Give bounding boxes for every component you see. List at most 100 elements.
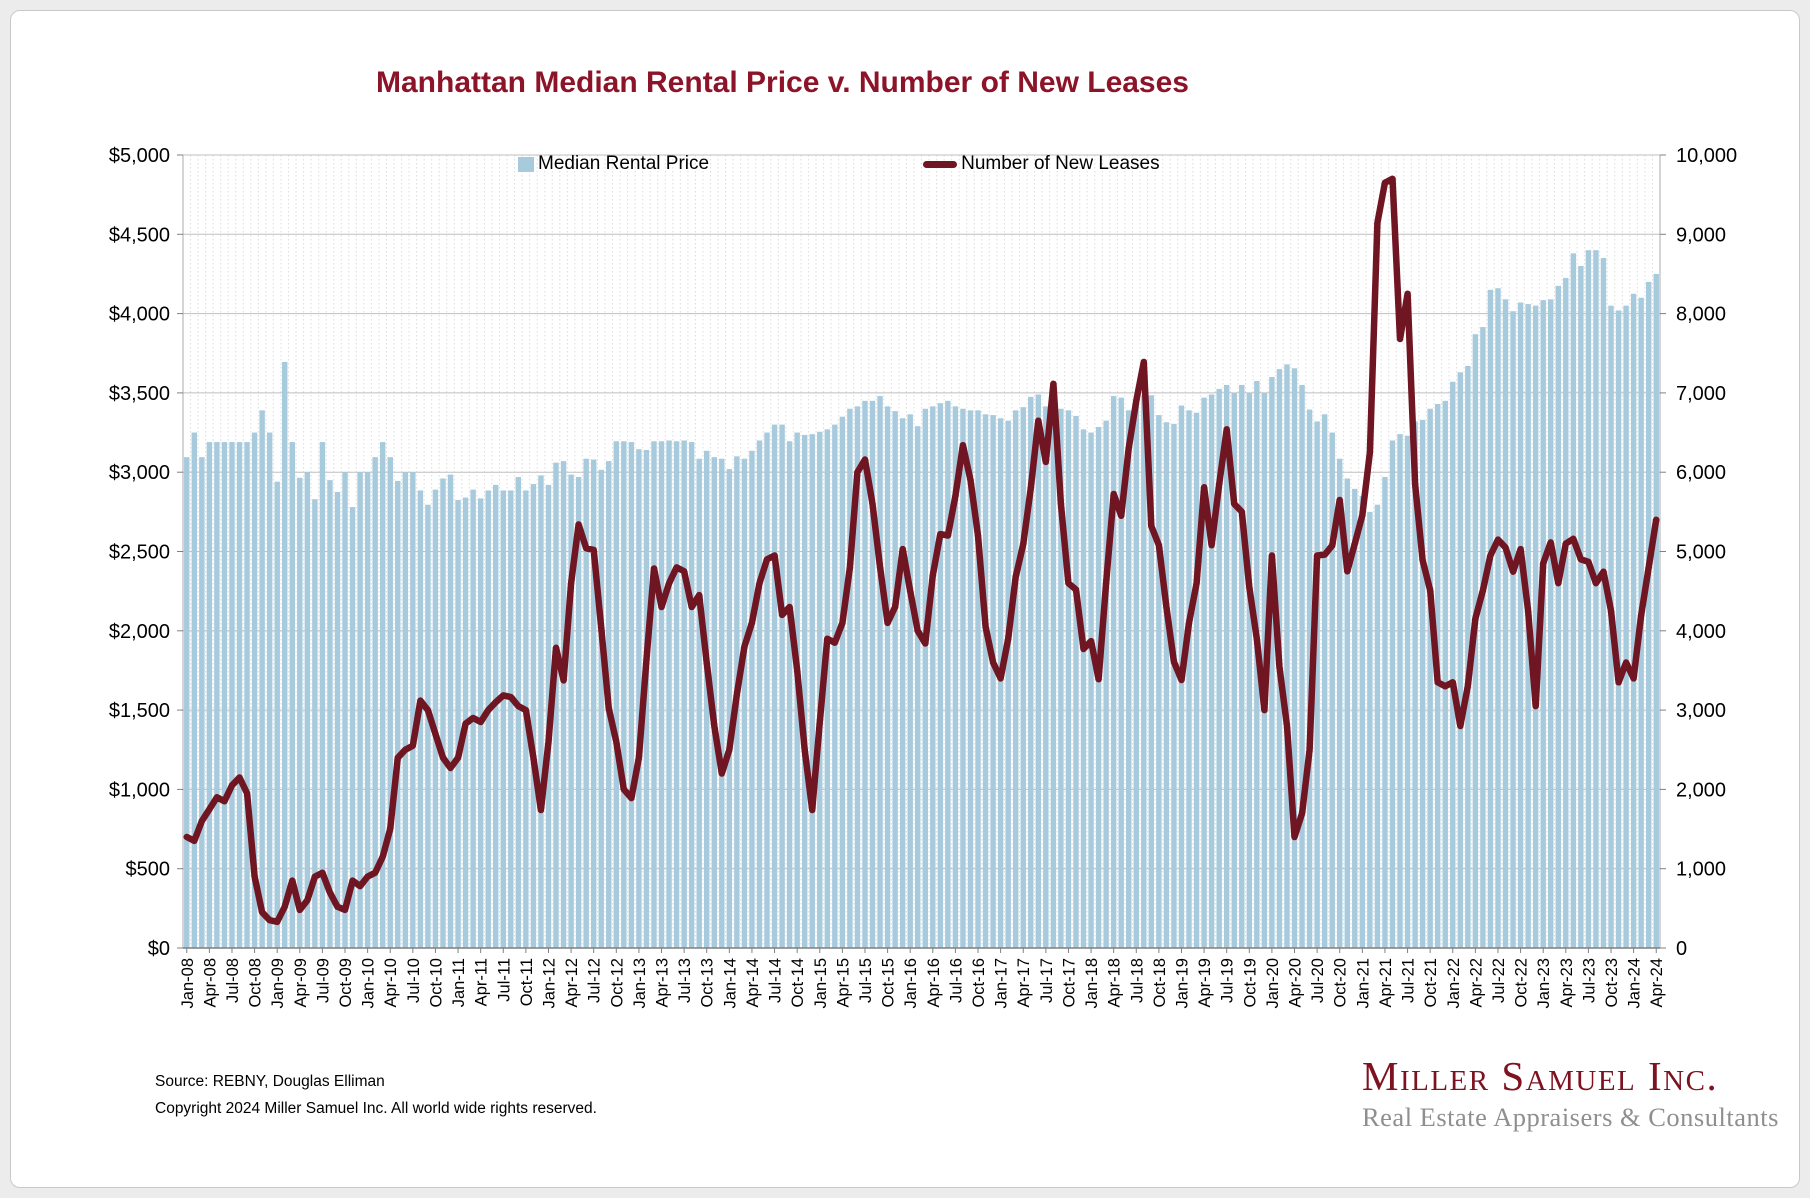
svg-text:Jul-14: Jul-14 — [767, 958, 785, 1003]
svg-text:$2,500: $2,500 — [109, 542, 170, 564]
svg-text:8,000: 8,000 — [1676, 304, 1726, 326]
svg-text:Oct-16: Oct-16 — [970, 958, 988, 1008]
svg-text:Jan-21: Jan-21 — [1354, 958, 1372, 1008]
svg-text:$500: $500 — [126, 859, 171, 881]
svg-text:Apr-08: Apr-08 — [201, 958, 219, 1008]
svg-text:4,000: 4,000 — [1676, 621, 1726, 643]
svg-text:10,000: 10,000 — [1676, 145, 1737, 167]
svg-text:$5,000: $5,000 — [109, 145, 170, 167]
svg-text:Apr-20: Apr-20 — [1287, 958, 1305, 1008]
svg-text:Oct-08: Oct-08 — [247, 958, 265, 1008]
svg-text:Jan-18: Jan-18 — [1083, 958, 1101, 1008]
new-leases-line-swatch — [923, 160, 958, 168]
legend-label-median-rental-price: Median Rental Price — [538, 153, 710, 174]
svg-text:Jan-17: Jan-17 — [993, 958, 1011, 1008]
svg-text:Jul-17: Jul-17 — [1038, 958, 1056, 1003]
svg-text:Oct-23: Oct-23 — [1603, 958, 1621, 1008]
legend-item-new-leases: Number of New Leases — [923, 153, 1160, 175]
logo-tagline: Real Estate Appraisers & Consultants — [1362, 1102, 1779, 1132]
svg-text:Jul-08: Jul-08 — [224, 958, 242, 1003]
legend-label-new-leases: Number of New Leases — [961, 153, 1160, 174]
svg-text:$0: $0 — [148, 938, 170, 960]
svg-text:Jan-22: Jan-22 — [1445, 958, 1463, 1008]
svg-text:Apr-13: Apr-13 — [654, 958, 672, 1008]
chart-title: Manhattan Median Rental Price v. Number … — [376, 66, 1189, 99]
svg-text:$2,000: $2,000 — [109, 621, 170, 643]
svg-text:Apr-23: Apr-23 — [1558, 958, 1576, 1008]
copyright-line: Copyright 2024 Miller Samuel Inc. All wo… — [155, 1100, 597, 1117]
svg-text:Oct-11: Oct-11 — [518, 958, 536, 1006]
svg-text:0: 0 — [1676, 938, 1687, 960]
svg-text:Oct-09: Oct-09 — [337, 958, 355, 1008]
svg-text:$4,000: $4,000 — [109, 304, 170, 326]
svg-text:Apr-15: Apr-15 — [834, 958, 852, 1008]
svg-text:$1,500: $1,500 — [109, 700, 170, 722]
svg-text:Jul-11: Jul-11 — [495, 958, 513, 1002]
svg-text:Jan-14: Jan-14 — [721, 958, 739, 1008]
svg-text:Apr-17: Apr-17 — [1015, 958, 1033, 1008]
svg-text:1,000: 1,000 — [1676, 859, 1726, 881]
miller-samuel-logo: Miller Samuel Inc. Real Estate Appraiser… — [1362, 1052, 1782, 1133]
svg-text:$4,500: $4,500 — [109, 224, 170, 246]
svg-text:Jul-12: Jul-12 — [586, 958, 604, 1003]
svg-text:Oct-12: Oct-12 — [608, 958, 626, 1008]
svg-text:Jul-19: Jul-19 — [1219, 958, 1237, 1003]
svg-text:$3,000: $3,000 — [109, 462, 170, 484]
svg-text:Jan-10: Jan-10 — [360, 958, 378, 1008]
svg-text:Jul-21: Jul-21 — [1400, 958, 1418, 1003]
svg-text:Jul-10: Jul-10 — [405, 958, 423, 1003]
svg-text:Jan-24: Jan-24 — [1626, 958, 1644, 1008]
source-block: Source: REBNY, Douglas Elliman Copyright… — [155, 1068, 597, 1122]
svg-text:Jul-09: Jul-09 — [314, 958, 332, 1003]
svg-text:Oct-21: Oct-21 — [1422, 958, 1440, 1008]
svg-text:Jul-22: Jul-22 — [1490, 958, 1508, 1003]
svg-text:Oct-13: Oct-13 — [699, 958, 717, 1008]
logo-name: Miller Samuel Inc. — [1362, 1053, 1719, 1099]
svg-text:Oct-17: Oct-17 — [1060, 958, 1078, 1008]
svg-text:Oct-18: Oct-18 — [1151, 958, 1169, 1008]
svg-text:Jan-11: Jan-11 — [450, 958, 468, 1007]
svg-text:Apr-18: Apr-18 — [1106, 958, 1124, 1008]
svg-text:9,000: 9,000 — [1676, 224, 1726, 246]
svg-text:Jul-13: Jul-13 — [676, 958, 694, 1003]
svg-text:Oct-10: Oct-10 — [427, 958, 445, 1008]
svg-text:$1,000: $1,000 — [109, 779, 170, 801]
svg-text:Jan-09: Jan-09 — [269, 958, 287, 1008]
legend-item-median-rental-price: Median Rental Price — [518, 153, 709, 175]
svg-text:5,000: 5,000 — [1676, 542, 1726, 564]
svg-text:Jan-16: Jan-16 — [902, 958, 920, 1008]
svg-text:Apr-16: Apr-16 — [925, 958, 943, 1008]
chart-legend: Median Rental Price Number of New Leases — [518, 151, 1160, 177]
source-line: Source: REBNY, Douglas Elliman — [155, 1073, 385, 1090]
svg-text:Apr-21: Apr-21 — [1377, 958, 1395, 1008]
svg-text:Apr-19: Apr-19 — [1196, 958, 1214, 1008]
svg-text:Apr-09: Apr-09 — [292, 958, 310, 1008]
svg-text:Jul-20: Jul-20 — [1309, 958, 1327, 1003]
median-rental-price-swatch — [518, 156, 534, 172]
svg-text:Apr-10: Apr-10 — [382, 958, 400, 1008]
svg-text:Oct-15: Oct-15 — [880, 958, 898, 1008]
svg-text:Jan-15: Jan-15 — [812, 958, 830, 1008]
svg-text:Apr-14: Apr-14 — [744, 958, 762, 1008]
svg-text:6,000: 6,000 — [1676, 462, 1726, 484]
svg-text:Apr-11: Apr-11 — [473, 958, 491, 1006]
svg-text:Jul-18: Jul-18 — [1128, 958, 1146, 1003]
svg-text:Apr-22: Apr-22 — [1467, 958, 1485, 1008]
svg-text:2,000: 2,000 — [1676, 779, 1726, 801]
svg-text:Oct-20: Oct-20 — [1332, 958, 1350, 1008]
svg-text:$3,500: $3,500 — [109, 383, 170, 405]
svg-text:3,000: 3,000 — [1676, 700, 1726, 722]
svg-text:Jan-19: Jan-19 — [1173, 958, 1191, 1008]
svg-text:Jan-20: Jan-20 — [1264, 958, 1282, 1008]
svg-text:Jul-16: Jul-16 — [947, 958, 965, 1003]
svg-text:Apr-24: Apr-24 — [1648, 958, 1666, 1008]
svg-text:Jul-15: Jul-15 — [857, 958, 875, 1003]
svg-text:Oct-22: Oct-22 — [1513, 958, 1531, 1008]
svg-text:Jan-08: Jan-08 — [179, 958, 197, 1008]
svg-text:Jan-23: Jan-23 — [1535, 958, 1553, 1008]
svg-text:Apr-12: Apr-12 — [563, 958, 581, 1008]
svg-text:Jan-13: Jan-13 — [631, 958, 649, 1008]
svg-text:Jan-12: Jan-12 — [540, 958, 558, 1008]
